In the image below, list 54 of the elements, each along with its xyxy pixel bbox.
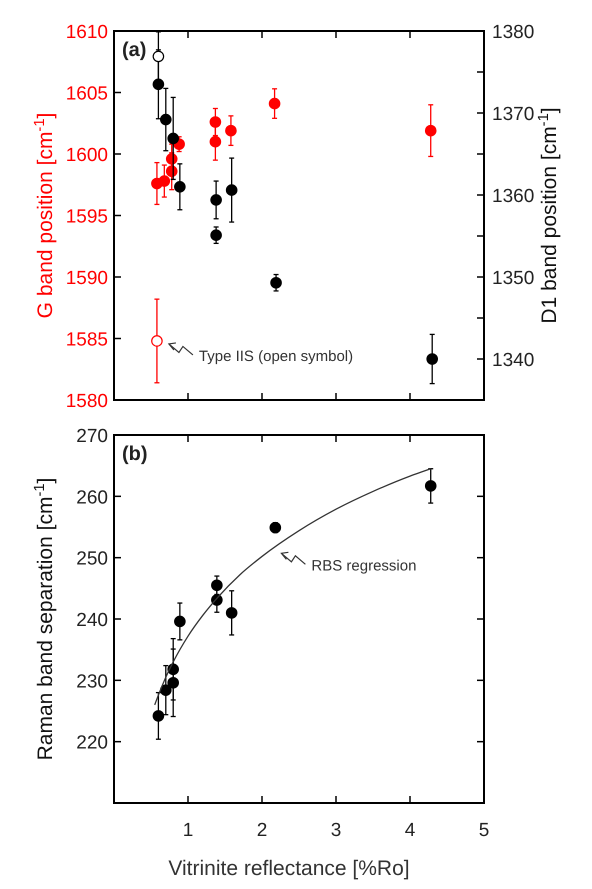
chart-title: (a) bbox=[122, 39, 146, 61]
y-tick-label: 260 bbox=[76, 487, 108, 508]
point bbox=[160, 684, 172, 696]
chart-title: (b) bbox=[122, 443, 148, 465]
point bbox=[426, 353, 438, 365]
y-tick-label: 1585 bbox=[66, 330, 108, 350]
annotation: RBS regression bbox=[311, 557, 416, 574]
y-tick-label: 1605 bbox=[66, 84, 108, 104]
point bbox=[424, 124, 437, 136]
y2-tick-label: 1370 bbox=[492, 104, 534, 125]
point bbox=[158, 175, 170, 187]
point bbox=[210, 194, 222, 206]
line-series bbox=[154, 468, 432, 706]
point bbox=[226, 184, 238, 196]
y-tick-label: 250 bbox=[76, 548, 108, 570]
point bbox=[268, 98, 280, 110]
point bbox=[210, 136, 222, 148]
point bbox=[167, 676, 179, 689]
y2-tick-label: 1340 bbox=[492, 350, 534, 371]
y-tick-label: 230 bbox=[76, 671, 108, 692]
y-tick-label: 240 bbox=[76, 610, 108, 631]
point bbox=[225, 124, 237, 136]
x-tick-label: 1 bbox=[182, 820, 194, 841]
y2-tick-label: 1380 bbox=[492, 22, 534, 43]
y-tick-label: 1595 bbox=[66, 206, 108, 228]
y-tick-label: 1580 bbox=[66, 391, 108, 412]
x-tick-label: 3 bbox=[330, 820, 342, 841]
point bbox=[174, 181, 186, 193]
y-tick-label: 1590 bbox=[66, 268, 108, 289]
point bbox=[226, 607, 238, 619]
y2-tick-label: 1350 bbox=[492, 268, 534, 289]
point bbox=[160, 114, 172, 126]
x-tick-label: 5 bbox=[478, 820, 490, 841]
point bbox=[174, 616, 186, 628]
point bbox=[152, 50, 164, 62]
y-tick-label: 1610 bbox=[66, 22, 108, 43]
point bbox=[152, 710, 164, 722]
point bbox=[151, 335, 163, 347]
x-tick-label: 4 bbox=[404, 820, 416, 841]
point bbox=[270, 522, 282, 534]
y-tick-label: 1600 bbox=[66, 145, 108, 166]
point bbox=[424, 480, 437, 492]
y-tick-label: 220 bbox=[76, 732, 108, 754]
point bbox=[152, 78, 164, 90]
y-tick-label: 270 bbox=[76, 426, 108, 447]
point bbox=[211, 579, 223, 592]
annotation: Type IIS (open symbol) bbox=[198, 348, 354, 365]
x-tick-label: 2 bbox=[256, 820, 268, 841]
point bbox=[210, 229, 222, 241]
point bbox=[167, 132, 179, 144]
point bbox=[210, 116, 222, 128]
point bbox=[270, 276, 282, 289]
x-axis-title: Vitrinite reflectance [%Ro] bbox=[168, 857, 410, 880]
y2-tick-label: 1360 bbox=[492, 186, 534, 207]
